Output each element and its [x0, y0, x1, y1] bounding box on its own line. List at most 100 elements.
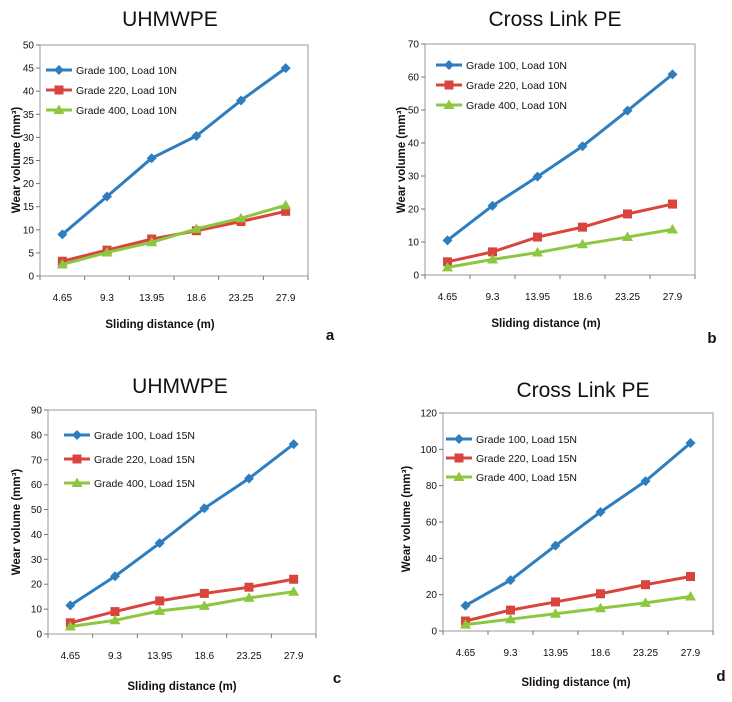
- data-point: [101, 246, 113, 257]
- data-point: [65, 600, 76, 611]
- series-line: [69, 442, 295, 607]
- data-point: [488, 247, 497, 257]
- y-tick-label: 60: [31, 480, 43, 491]
- data-point: [686, 572, 695, 581]
- series-3: [442, 223, 678, 272]
- legend-entry: Grade 100, Load 10N: [76, 65, 177, 77]
- data-point: [110, 607, 120, 617]
- y-tick-label: 50: [408, 106, 420, 117]
- y-tick-label: 120: [420, 409, 437, 420]
- data-point: [442, 261, 453, 272]
- panel-label: b: [707, 330, 716, 347]
- y-axis-label: Wear volume (mm³): [11, 107, 23, 214]
- x-tick-label: 18.6: [195, 651, 215, 662]
- data-point: [146, 153, 157, 164]
- data-point: [505, 613, 516, 624]
- legend-marker: [454, 434, 464, 444]
- x-axis-label: Sliding distance (m): [491, 318, 600, 330]
- x-tick-label: 4.65: [53, 293, 73, 304]
- chart-title: UHMWPE: [132, 375, 228, 398]
- data-point: [460, 619, 471, 629]
- y-tick-label: 60: [408, 73, 420, 84]
- chart-panel-c: UHMWPE 0 10 20 30 40 50 60 70 80 90 4.65 9.3 13.95 18.…: [11, 375, 341, 693]
- series-line: [464, 441, 692, 607]
- data-point: [102, 191, 112, 202]
- panel-label: d: [716, 668, 725, 685]
- series-2: [443, 199, 677, 267]
- data-point: [244, 582, 254, 592]
- data-point: [146, 236, 158, 247]
- data-point: [532, 247, 543, 257]
- data-point: [551, 597, 560, 607]
- data-point: [289, 574, 299, 584]
- data-point: [506, 605, 515, 615]
- legend-entry: Grade 100, Load 10N: [466, 60, 567, 72]
- data-point: [190, 223, 202, 233]
- y-tick-label: 10: [31, 605, 43, 616]
- x-tick-label: 23.25: [615, 292, 640, 303]
- legend-marker: [71, 477, 83, 487]
- data-point: [443, 257, 452, 267]
- data-point: [505, 575, 516, 586]
- series-line: [69, 577, 294, 625]
- y-tick-label: 100: [420, 445, 437, 456]
- y-tick-label: 10: [23, 225, 35, 236]
- legend-entry: Grade 220, Load 15N: [476, 453, 577, 465]
- y-tick-label: 20: [408, 205, 420, 216]
- x-tick-label: 27.9: [276, 293, 296, 304]
- data-point: [243, 592, 255, 602]
- legend-entry: Grade 220, Load 10N: [76, 85, 177, 97]
- plot-area: [424, 43, 696, 276]
- legend: Grade 100, Load 10N Grade 220, Load 10N Gr…: [46, 65, 177, 117]
- chart-title: UHMWPE: [122, 8, 218, 31]
- data-point: [595, 507, 606, 518]
- x-tick-label: 18.6: [573, 292, 593, 303]
- data-point: [623, 209, 632, 219]
- chart-title: Cross Link PE: [488, 8, 621, 31]
- y-tick-label: 50: [23, 41, 35, 52]
- chart-panel-d: Cross Link PE 0 20 40 60 80 100 120 4.65 9.3 13.95…: [401, 379, 726, 689]
- legend: Grade 100, Load 15N Grade 220, Load 15N Gr…: [446, 434, 577, 484]
- x-axis-label: Sliding distance (m): [127, 681, 236, 693]
- legend-entry: Grade 400, Load 10N: [76, 105, 177, 117]
- data-point: [199, 503, 210, 514]
- legend-entry: Grade 400, Load 10N: [466, 100, 567, 112]
- y-tick-label: 35: [23, 110, 35, 121]
- series-line: [465, 594, 691, 627]
- series-line: [447, 202, 673, 264]
- series-3: [56, 199, 292, 269]
- legend: Grade 100, Load 10N Grade 220, Load 10N Gr…: [436, 60, 567, 112]
- y-tick-label: 0: [413, 271, 419, 282]
- y-tick-label: 60: [426, 518, 438, 529]
- data-point: [155, 596, 165, 606]
- data-point: [550, 608, 561, 618]
- series-line: [61, 203, 287, 266]
- y-axis-label: Wear volume (mm³): [396, 107, 408, 214]
- y-tick-label: 10: [408, 238, 420, 249]
- data-point: [109, 614, 121, 625]
- data-point: [667, 69, 678, 80]
- data-point: [685, 590, 696, 601]
- panel-label: a: [326, 327, 335, 344]
- x-tick-label: 9.3: [108, 651, 122, 662]
- series-3: [64, 586, 300, 631]
- series-1: [442, 69, 678, 246]
- legend-marker: [453, 471, 465, 481]
- legend-entry: Grade 220, Load 15N: [94, 454, 195, 466]
- data-point: [622, 231, 633, 242]
- data-point: [236, 95, 246, 106]
- data-point: [64, 621, 76, 631]
- data-point: [154, 605, 166, 615]
- legend-entry: Grade 400, Load 15N: [476, 472, 577, 484]
- x-tick-label: 13.95: [139, 293, 164, 304]
- y-tick-label: 40: [408, 139, 420, 150]
- data-point: [622, 105, 633, 116]
- y-tick-label: 0: [431, 627, 437, 638]
- data-point: [685, 437, 696, 448]
- x-tick-label: 9.3: [486, 292, 500, 303]
- series-line: [465, 575, 691, 623]
- x-tick-label: 13.95: [543, 648, 568, 659]
- series-line: [70, 590, 294, 629]
- x-tick-label: 27.9: [663, 292, 683, 303]
- y-tick-label: 15: [23, 202, 35, 213]
